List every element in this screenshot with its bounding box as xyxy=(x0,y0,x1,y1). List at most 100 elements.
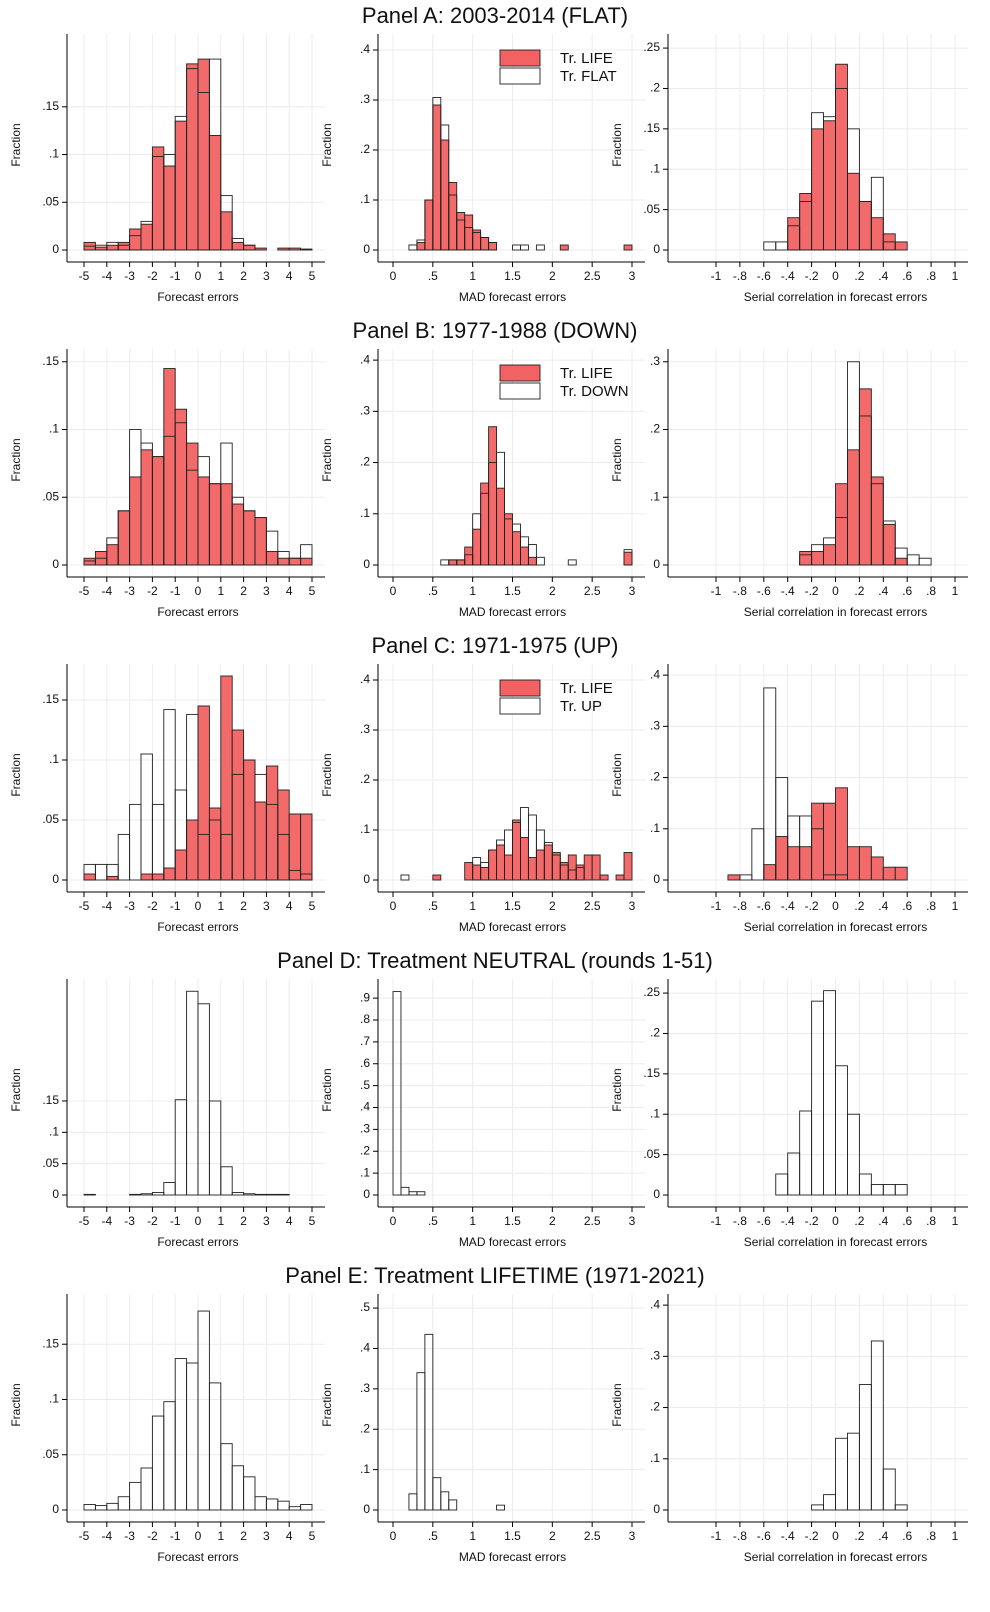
y-axis-label: Fraction xyxy=(9,438,23,481)
x-tick-label: -.2 xyxy=(805,899,819,913)
bar xyxy=(847,128,860,251)
panel-title: Panel C: 1971-1975 (UP) xyxy=(371,633,618,658)
x-tick-label: 1 xyxy=(217,1214,224,1228)
y-tick-label: .1 xyxy=(49,422,59,436)
y-tick-label: .05 xyxy=(42,812,59,826)
bar xyxy=(894,1504,908,1511)
bar xyxy=(208,1382,222,1511)
bar xyxy=(265,1498,279,1511)
y-tick-label: .15 xyxy=(42,354,59,368)
legend-swatch xyxy=(499,382,541,400)
y-tick-label: 0 xyxy=(52,557,59,571)
bar xyxy=(480,482,490,566)
bar xyxy=(480,237,490,251)
x-tick-label: -.6 xyxy=(757,899,771,913)
x-tick-label: -.4 xyxy=(781,1529,795,1543)
y-tick-label: .3 xyxy=(360,1381,370,1395)
y-tick-label: .2 xyxy=(650,422,660,436)
y-tick-label: 0 xyxy=(363,872,370,886)
bar xyxy=(835,483,848,566)
x-tick-label: 2.5 xyxy=(584,269,601,283)
y-tick-label: .5 xyxy=(360,1078,370,1092)
bar xyxy=(551,852,561,881)
bar xyxy=(823,544,836,566)
x-tick-label: -.4 xyxy=(781,1214,795,1228)
x-tick-label: .6 xyxy=(902,899,912,913)
x-tick-label: -4 xyxy=(101,269,112,283)
x-tick-label: -.6 xyxy=(757,1214,771,1228)
bar xyxy=(129,228,142,251)
bar xyxy=(894,866,908,881)
bar xyxy=(448,1499,458,1511)
x-tick-label: -5 xyxy=(79,1529,90,1543)
panel-title: Panel A: 2003-2014 (FLAT) xyxy=(362,3,628,28)
y-tick-label: .4 xyxy=(360,352,370,366)
x-tick-label: 0 xyxy=(832,584,839,598)
bar xyxy=(811,802,824,881)
bar xyxy=(231,238,245,251)
bar xyxy=(140,1467,153,1511)
bar xyxy=(186,442,199,566)
bar xyxy=(300,557,313,566)
x-tick-label: -.8 xyxy=(733,269,747,283)
bar xyxy=(847,1432,860,1511)
bar xyxy=(117,833,131,881)
bar xyxy=(835,787,848,881)
legend-label: Tr. LIFE xyxy=(560,365,613,382)
bar xyxy=(847,449,860,566)
x-tick-label: 2.5 xyxy=(584,1214,601,1228)
bar xyxy=(906,554,920,566)
bar xyxy=(615,874,625,881)
bar xyxy=(129,1481,142,1511)
bar xyxy=(174,408,188,566)
legend-swatch xyxy=(499,49,541,67)
x-tick-label: 5 xyxy=(309,1529,316,1543)
bar xyxy=(151,1415,165,1511)
x-tick-label: 2 xyxy=(549,1529,556,1543)
bar xyxy=(140,223,153,251)
y-axis-label: Fraction xyxy=(320,1383,334,1426)
x-tick-label: 0 xyxy=(195,899,202,913)
x-tick-label: .8 xyxy=(926,269,936,283)
bar xyxy=(83,873,96,881)
y-tick-label: .15 xyxy=(643,1066,660,1080)
x-tick-label: 3 xyxy=(629,269,636,283)
bar xyxy=(243,1476,256,1511)
bar xyxy=(448,182,458,251)
x-tick-label: .2 xyxy=(854,269,864,283)
y-tick-label: .1 xyxy=(650,489,660,503)
bar xyxy=(835,63,848,251)
x-tick-label: 0 xyxy=(195,1214,202,1228)
x-tick-label: 0 xyxy=(390,269,397,283)
x-tick-label: -2 xyxy=(147,584,158,598)
y-axis-label: Fraction xyxy=(610,123,624,166)
x-axis-label: Forecast errors xyxy=(157,1235,238,1249)
x-tick-label: 1 xyxy=(952,584,959,598)
legend-swatch xyxy=(499,364,541,382)
bar xyxy=(440,559,450,566)
x-tick-label: 3 xyxy=(263,269,270,283)
bar xyxy=(400,1186,410,1196)
bar xyxy=(488,242,498,251)
bar xyxy=(208,807,222,881)
bar xyxy=(811,1504,824,1511)
bar xyxy=(823,1494,836,1511)
x-tick-label: 1.5 xyxy=(504,269,521,283)
legend-label: Tr. LIFE xyxy=(560,680,613,697)
bar xyxy=(231,241,245,251)
x-tick-label: .4 xyxy=(878,1214,888,1228)
y-axis-label: Fraction xyxy=(610,438,624,481)
x-axis-label: MAD forecast errors xyxy=(459,1550,566,1564)
bar xyxy=(208,1100,222,1196)
bar xyxy=(265,1193,279,1196)
y-tick-label: .3 xyxy=(650,354,660,368)
bar xyxy=(882,523,896,566)
bar xyxy=(300,544,313,566)
bar xyxy=(174,1099,188,1196)
bar xyxy=(231,503,245,566)
y-tick-label: 0 xyxy=(52,1502,59,1516)
bar xyxy=(243,1193,256,1196)
bar xyxy=(512,819,521,881)
y-tick-label: 0 xyxy=(653,1187,660,1201)
bar xyxy=(277,1500,290,1511)
